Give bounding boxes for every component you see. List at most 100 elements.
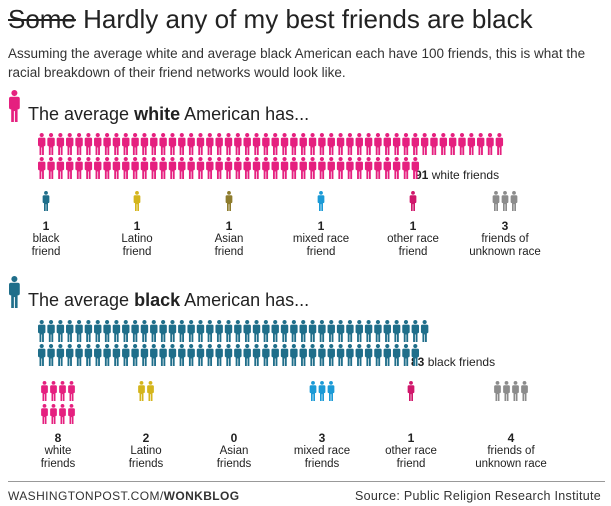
white-friend-icon-87 [374,157,382,179]
white-friend-icon-26 [271,133,279,155]
white-friend-icon-22 [234,133,242,155]
black-cat-unknown: 4 friends of unknown race [475,431,547,471]
black-friend-icon-5 [75,320,83,342]
black-friend-icon-29 [299,320,307,342]
white-friend-icon-91 [411,157,420,179]
footer-source: Source: Public Religion Research Institu… [354,489,601,503]
white-friend-icon-78 [290,157,298,179]
white-friend-icon-33 [336,133,345,155]
black-white-icon-4 [68,381,75,401]
black-friend-icon-21 [224,320,233,342]
black-friend-icon-3 [56,320,65,342]
white-friend-icon-24 [252,133,261,155]
white-asian-icon-1 [225,191,233,211]
black-friend-icon-39 [392,320,401,342]
white-friend-icon-69 [206,157,214,179]
black-friend-icon-61 [206,344,214,366]
black-friend-icon-52 [122,344,130,366]
black-friend-icon-80 [383,344,391,366]
black-friend-icon-58 [178,344,186,366]
black-white-icon-1 [41,381,48,401]
black-friend-icon-55 [150,344,158,366]
white-friend-icon-43 [430,133,438,155]
white-friend-icon-16 [178,133,186,155]
black-white-icon-5 [41,404,48,424]
white-friend-icon-70 [215,157,223,179]
section-black-title-bold: black [134,290,181,310]
black-friend-icon-27 [280,320,289,342]
white-friend-icon-54 [66,157,74,179]
white-friend-icon-90 [402,157,410,179]
white-friend-icon-9 [112,133,121,155]
black-friend-icon-40 [402,320,410,342]
black-american-icon [9,276,20,308]
white-friend-icon-28 [290,133,298,155]
white-friend-icon-59 [112,157,121,179]
section-white-title: The average white American has... [28,104,310,124]
black-friend-icon-43 [38,344,46,366]
white-unknown-icon-1 [492,191,500,211]
black-latino-icon-2 [147,381,154,401]
black-unknown-icon-4 [521,381,528,401]
black-friend-icon-46 [66,344,74,366]
black-friend-icon-65 [243,344,251,366]
black-friend-icon-24 [252,320,261,342]
footer-credit: WASHINGTONPOST.COM/WONKBLOG [8,489,240,503]
white-cat-black: 1 black friend [31,219,61,259]
black-friend-icon-28 [290,320,298,342]
white-friend-icon-39 [392,133,401,155]
black-friend-icon-14 [159,320,167,342]
black-mixed-icon-2 [318,381,326,401]
white-cat-unknown: 3 friends of unknown race [469,219,541,259]
title-text: Hardly any of my best friends are black [83,4,533,34]
white-friend-icon-21 [224,133,233,155]
white-friend-icon-88 [383,157,391,179]
black-friend-icon-48 [84,344,93,366]
white-friend-icon-66 [178,157,186,179]
white-friend-icon-74 [252,157,261,179]
black-unknown-icon-3 [512,381,519,401]
black-friend-icon-11 [131,320,139,342]
white-friend-icon-40 [402,133,410,155]
white-friend-icon-23 [243,133,251,155]
black-friend-icon-13 [150,320,158,342]
white-friend-icon-72 [234,157,242,179]
white-friend-icon-52 [47,157,55,179]
black-friend-icon-12 [140,320,149,342]
white-friend-icon-46 [458,133,466,155]
black-friend-icon-74 [327,344,335,366]
white-friend-icon-67 [187,157,195,179]
white-friend-icon-58 [103,157,111,179]
black-friend-icon-47 [75,344,83,366]
black-friend-icon-75 [336,344,345,366]
white-friend-icon-86 [364,157,373,179]
black-friend-icon-26 [271,320,279,342]
white-friend-icon-34 [346,133,354,155]
black-friend-icon-19 [206,320,214,342]
white-friend-icon-75 [262,157,270,179]
white-friend-icon-4 [66,133,74,155]
white-friend-icon-61 [131,157,139,179]
white-friend-icon-8 [103,133,111,155]
white-friend-icon-73 [243,157,251,179]
black-other-icon-1 [407,381,415,401]
white-friend-icon-20 [215,133,223,155]
white-friend-icon-32 [327,133,335,155]
white-friend-icon-60 [122,157,130,179]
black-friend-icon-62 [215,344,223,366]
black-friend-icon-37 [374,320,382,342]
black-friend-icon-31 [318,320,326,342]
white-friend-icon-6 [84,133,93,155]
black-white-icon-7 [59,404,66,424]
black-friend-icon-35 [355,320,363,342]
black-friend-icon-64 [234,344,242,366]
white-friend-icon-81 [318,157,326,179]
black-friend-icon-76 [346,344,354,366]
black-white-icon-3 [59,381,66,401]
black-friend-icon-51 [112,344,121,366]
white-friend-icon-2 [47,133,55,155]
white-friend-icon-17 [187,133,195,155]
black-friend-icon-71 [299,344,307,366]
black-friend-icon-42 [420,320,429,342]
white-cat-latino: 1 Latino friend [121,219,153,259]
